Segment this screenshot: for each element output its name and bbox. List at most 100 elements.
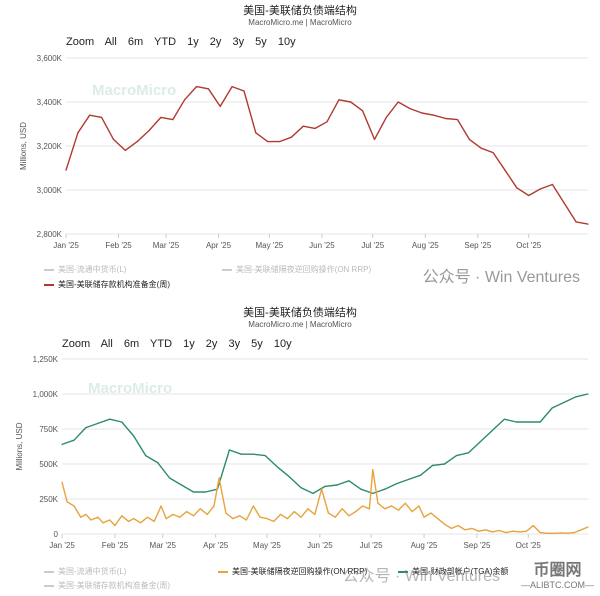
data-point xyxy=(326,121,328,123)
data-point xyxy=(498,529,500,532)
data-point xyxy=(240,453,242,455)
data-point xyxy=(288,476,290,478)
data-point xyxy=(471,527,473,529)
x-tick-label: Oct '25 xyxy=(516,541,542,550)
zoom-option-6m[interactable]: 6m xyxy=(127,36,144,48)
data-point xyxy=(276,466,278,468)
zoom-option-10y[interactable]: 10y xyxy=(277,36,296,48)
data-point xyxy=(252,505,254,507)
legend-label: 美国-美联储存款机构准备金(周) xyxy=(58,581,170,590)
data-point xyxy=(219,105,221,107)
legend-label: 美国-美联储隔夜逆回购操作(ON RRP) xyxy=(232,567,368,576)
zoom-option-2y[interactable]: 2y xyxy=(209,36,222,48)
data-point xyxy=(573,532,575,534)
data-point xyxy=(456,119,459,121)
zoom-option-ytd[interactable]: YTD xyxy=(150,338,173,350)
data-point xyxy=(373,138,376,140)
data-point xyxy=(468,138,470,140)
data-point xyxy=(532,525,534,527)
x-tick-label: May '25 xyxy=(255,241,283,250)
legend-item-reserves[interactable]: 美国-美联储存款机构准备金(周) xyxy=(44,580,170,591)
data-point xyxy=(580,529,582,531)
series-line xyxy=(61,393,589,495)
data-point xyxy=(133,435,135,437)
data-point xyxy=(396,483,398,485)
zoom-option-6m[interactable]: 6m xyxy=(123,338,140,350)
data-point xyxy=(566,532,569,534)
data-point xyxy=(397,101,399,103)
data-point xyxy=(66,501,68,503)
legend-item-tga[interactable]: 美国-财政部帐户(TGA)余额 xyxy=(398,566,508,577)
data-point xyxy=(409,108,411,110)
data-point xyxy=(97,422,99,424)
data-point xyxy=(307,508,309,510)
data-point xyxy=(587,393,589,395)
legend-item-on-rrp[interactable]: 美国-美联储隔夜逆回购操作(ON RRP) xyxy=(218,566,367,577)
legend-label: 美国-流通中货币(L) xyxy=(58,265,127,274)
data-point xyxy=(109,418,111,420)
y-tick-label: 3,200K xyxy=(37,142,63,151)
x-tick-label: Sep '25 xyxy=(464,541,491,550)
data-point xyxy=(338,99,340,101)
data-point xyxy=(266,518,268,520)
data-point xyxy=(168,477,171,479)
data-point xyxy=(457,525,459,527)
data-point xyxy=(302,125,304,127)
data-point xyxy=(252,453,254,455)
zoom-option-2y[interactable]: 2y xyxy=(205,338,218,350)
data-point xyxy=(195,86,198,88)
data-point xyxy=(546,532,548,534)
zoom-option-3y[interactable]: 3y xyxy=(232,36,245,48)
chart-panel-2: 美国-美联储负债端结构 MacroMicro.me | MacroMicro Z… xyxy=(0,298,600,596)
legend-item-currency[interactable]: 美国-流通中货币(L) xyxy=(44,264,126,275)
y-tick-label: 500K xyxy=(39,460,58,469)
data-point xyxy=(278,141,281,143)
zoom-option-1y[interactable]: 1y xyxy=(187,36,199,48)
data-point xyxy=(172,119,174,121)
data-point xyxy=(73,439,75,441)
legend-label: 美国-流通中货币(L) xyxy=(58,567,127,576)
data-point xyxy=(192,491,195,493)
legend-label: 美国-美联储存款机构准备金(周) xyxy=(58,280,170,289)
wechat-watermark: 公众号 · Win Ventures xyxy=(418,263,584,287)
data-point xyxy=(279,513,282,515)
zoom-option-5y[interactable]: 5y xyxy=(255,36,267,48)
data-point xyxy=(145,455,147,457)
data-point xyxy=(539,188,542,190)
data-point xyxy=(231,86,233,88)
data-point xyxy=(361,110,364,112)
x-tick-label: Feb '25 xyxy=(105,241,132,250)
data-point xyxy=(80,516,82,518)
zoom-option-all[interactable]: All xyxy=(100,338,113,350)
zoom-option-5y[interactable]: 5y xyxy=(251,338,263,350)
data-point xyxy=(430,512,432,514)
series-line xyxy=(65,85,589,225)
zoom-option-1y[interactable]: 1y xyxy=(183,338,195,350)
legend-item-currency[interactable]: 美国-流通中货币(L) xyxy=(44,566,126,577)
data-point xyxy=(97,516,99,518)
zoom-option-3y[interactable]: 3y xyxy=(228,338,241,350)
data-point xyxy=(314,513,316,515)
chart-panel-1: 美国-美联储负债端结构 MacroMicro.me | MacroMicro Z… xyxy=(19,5,589,290)
y-axis-label: Millions, USD xyxy=(19,122,28,170)
y-axis-label: Millions, USD xyxy=(15,422,24,470)
data-point xyxy=(255,132,257,134)
legend-item-reserves[interactable]: 美国-美联储存款机构准备金(周) xyxy=(44,279,170,290)
data-point xyxy=(492,152,494,154)
data-point xyxy=(243,90,245,92)
data-point xyxy=(73,505,75,507)
wechat-watermark: 公众号 · Win Ventures xyxy=(342,568,500,585)
data-point xyxy=(491,531,493,533)
chart-1-svg: 2,800K 3,000K 3,200K 3,400K 3,600K Jan '25 Feb… xyxy=(19,54,589,250)
zoom-option-ytd[interactable]: YTD xyxy=(154,36,177,48)
data-point xyxy=(539,421,541,423)
data-point xyxy=(179,516,181,518)
zoom-option-all[interactable]: All xyxy=(104,36,117,48)
data-point xyxy=(172,513,174,515)
stamp-url: —ALIBTC.COM— xyxy=(520,580,594,590)
data-point xyxy=(504,169,506,171)
data-point xyxy=(160,505,162,507)
zoom-option-10y[interactable]: 10y xyxy=(273,338,292,350)
y-tick-label: 2,800K xyxy=(37,230,63,239)
legend-item-on-rrp[interactable]: 美国-美联储隔夜逆回购操作(ON RRP) xyxy=(222,264,371,275)
